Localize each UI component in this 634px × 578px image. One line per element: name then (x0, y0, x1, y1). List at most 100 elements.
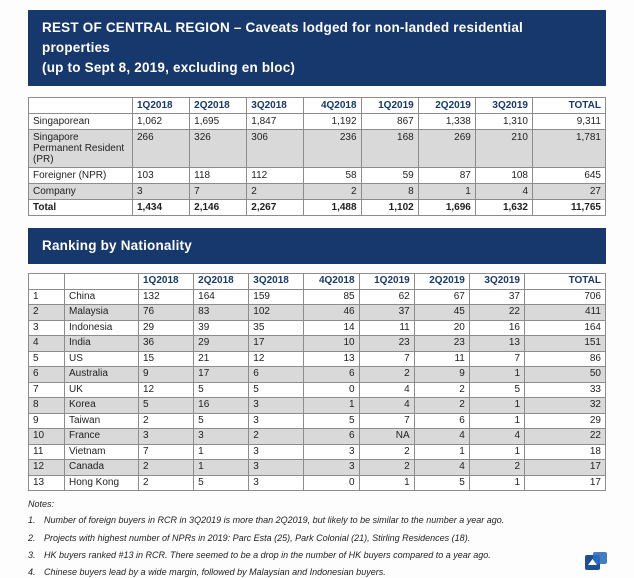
ranking-cell: 2 (358, 459, 415, 476)
ranking-cell: 411 (524, 304, 606, 321)
ranking-column-header (28, 273, 65, 290)
ranking-column-header (64, 273, 139, 290)
caveats-cell: 236 (303, 129, 362, 168)
ranking-cell: 3 (193, 428, 250, 445)
ranking-cell: 1 (468, 366, 526, 383)
ranking-cell: 3 (248, 474, 305, 491)
caveats-row-label: Total (28, 199, 133, 216)
ranking-column-header: 3Q2019 (468, 273, 526, 290)
caveats-cell: 645 (532, 167, 606, 184)
ranking-cell: 1 (468, 443, 526, 460)
ranking-cell: 3 (248, 412, 305, 429)
ranking-table-row: 12 Canada 2 1 3 3 2 4 2 17 (28, 459, 606, 476)
ranking-table-row: 11 Vietnam 7 1 3 3 2 1 1 18 (28, 443, 606, 460)
ranking-rank-cell: 4 (28, 335, 65, 352)
ranking-country-cell: Taiwan (64, 412, 139, 429)
ranking-cell: 13 (468, 335, 526, 352)
ranking-table-row: 10 France 3 3 2 6 NA 4 4 22 (28, 428, 606, 445)
ranking-cell: 46 (303, 304, 360, 321)
ranking-rank-cell: 6 (28, 366, 65, 383)
ranking-cell: 23 (358, 335, 415, 352)
ranking-rank-cell: 13 (28, 474, 65, 491)
ranking-cell: 2 (468, 459, 526, 476)
ranking-cell: 20 (413, 319, 470, 336)
caveats-cell: 306 (246, 129, 305, 168)
ranking-cell: 2 (358, 366, 415, 383)
ranking-table-row: 1 China 132 164 159 85 62 67 37 706 (28, 288, 606, 305)
ranking-cell: 5 (468, 381, 526, 398)
ranking-cell: 3 (303, 443, 360, 460)
caveats-cell: 27 (532, 183, 606, 200)
caveats-column-header: 1Q2019 (360, 97, 419, 114)
note-item: 4. Chinese buyers lead by a wide margin, … (28, 567, 606, 578)
caveats-cell: 1,781 (532, 129, 606, 168)
ranking-table-row: 7 UK 12 5 5 0 4 2 5 33 (28, 381, 606, 398)
ranking-cell: 29 (137, 319, 195, 336)
ranking-column-header: TOTAL (524, 273, 606, 290)
ranking-cell: 14 (303, 319, 360, 336)
caveats-column-header: 2Q2019 (417, 97, 476, 114)
caveats-cell: 108 (474, 167, 534, 184)
ranking-country-cell: Canada (64, 459, 139, 476)
ranking-cell: 2 (358, 443, 415, 460)
ranking-cell: 5 (137, 397, 195, 414)
caveats-table-row: Foreigner (NPR) 103 118 112 58 59 87 108 645 (28, 167, 606, 184)
caveats-cell: 7 (189, 183, 248, 200)
note-item: 1. Number of foreign buyers in RCR in 3Q2… (28, 515, 606, 526)
caveats-cell: 118 (189, 167, 248, 184)
ranking-cell: 1 (193, 459, 250, 476)
note-text: Chinese buyers lead by a wide margin, fo… (44, 567, 386, 577)
caveats-cell: 1,102 (360, 199, 419, 216)
ranking-table-row: 8 Korea 5 16 3 1 4 2 1 32 (28, 397, 606, 414)
caveats-cell: 87 (417, 167, 476, 184)
ranking-cell: 0 (303, 474, 360, 491)
note-text: Number of foreign buyers in RCR in 3Q201… (44, 515, 505, 526)
ranking-rank-cell: 8 (28, 397, 65, 414)
caveats-cell: 4 (474, 183, 534, 200)
ranking-cell: 4 (358, 381, 415, 398)
ranking-cell: 22 (468, 304, 526, 321)
ranking-column-header: 1Q2018 (137, 273, 195, 290)
ranking-table-row: 6 Australia 9 17 6 6 2 9 1 50 (28, 366, 606, 383)
ranking-cell: 151 (524, 335, 606, 352)
ranking-cell: 17 (524, 459, 606, 476)
ranking-country-cell: India (64, 335, 139, 352)
caveats-cell: 103 (131, 167, 191, 184)
ranking-country-cell: Indonesia (64, 319, 139, 336)
ranking-cell: 9 (413, 366, 470, 383)
ranking-cell: 1 (358, 474, 415, 491)
ranking-cell: 5 (193, 412, 250, 429)
caveats-column-header: 3Q2019 (474, 97, 534, 114)
ranking-rank-cell: 5 (28, 350, 65, 367)
ranking-cell: 16 (468, 319, 526, 336)
ranking-cell: 12 (248, 350, 305, 367)
ranking-cell: 17 (248, 335, 305, 352)
ranking-cell: 45 (413, 304, 470, 321)
caveats-cell: 59 (360, 167, 419, 184)
caveats-column-header (28, 97, 133, 114)
ranking-rank-cell: 9 (28, 412, 65, 429)
ranking-banner-title: Ranking by Nationality (42, 238, 192, 253)
ranking-country-cell: Hong Kong (64, 474, 139, 491)
ranking-cell: 1 (468, 397, 526, 414)
ranking-country-cell: US (64, 350, 139, 367)
ranking-cell: 1 (468, 474, 526, 491)
ranking-cell: 11 (358, 319, 415, 336)
caveats-cell: 58 (303, 167, 362, 184)
ranking-cell: 37 (468, 288, 526, 305)
ranking-cell: 29 (193, 335, 250, 352)
ranking-cell: 4 (468, 428, 526, 445)
caveats-cell: 1,338 (417, 113, 476, 130)
caveats-column-header: 1Q2018 (131, 97, 191, 114)
caveats-table-row: Company 3 7 2 2 8 1 4 27 (28, 183, 606, 200)
caveats-cell: 1,632 (474, 199, 534, 216)
caveats-cell: 1,310 (474, 113, 534, 130)
ranking-rank-cell: 1 (28, 288, 65, 305)
caveats-cell: 266 (131, 129, 191, 168)
caveats-cell: 269 (417, 129, 476, 168)
caveats-cell: 210 (474, 129, 534, 168)
ranking-cell: 6 (248, 366, 305, 383)
ranking-cell: 85 (303, 288, 360, 305)
caveats-banner: REST OF CENTRAL REGION – Caveats lodged … (28, 10, 606, 86)
note-text: Projects with highest number of NPRs in … (44, 532, 471, 543)
